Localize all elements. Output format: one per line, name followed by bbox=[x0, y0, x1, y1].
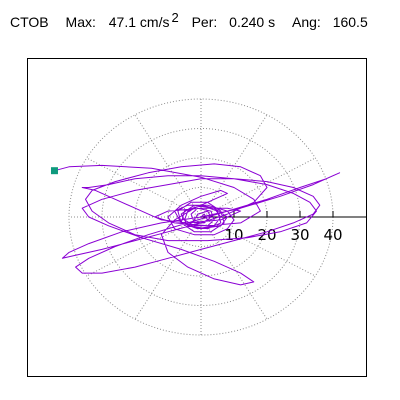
grid-spoke bbox=[86, 216, 202, 277]
grid-spoke bbox=[134, 114, 202, 218]
grid-spoke bbox=[200, 157, 316, 218]
grid-spoke bbox=[86, 157, 202, 218]
max-unit-exponent: 2 bbox=[171, 10, 179, 25]
angle-label: Ang: bbox=[292, 14, 321, 30]
angle-value: 160.5 bbox=[332, 14, 368, 30]
grid-spoke bbox=[134, 216, 202, 320]
period-label: Per: bbox=[191, 14, 218, 30]
grid-spoke bbox=[200, 216, 316, 277]
max-label: Max: bbox=[65, 14, 96, 30]
trace-start-marker bbox=[50, 167, 58, 175]
radial-axis-ticks: 10 20 30 40 bbox=[224, 211, 343, 244]
grid-spoke bbox=[200, 216, 268, 320]
radial-tick-label: 40 bbox=[323, 226, 342, 244]
plot-header: CTOB Max: 47.1 cm/s 2 Per: 0.240 s Ang: 1… bbox=[10, 10, 368, 30]
station-code: CTOB bbox=[10, 14, 49, 30]
max-value: 47.1 cm/s bbox=[108, 14, 170, 30]
particle-motion-trace bbox=[54, 163, 341, 286]
plot-frame bbox=[27, 58, 367, 377]
period-value: 0.240 s bbox=[229, 14, 276, 30]
radial-tick-label: 30 bbox=[290, 226, 309, 244]
